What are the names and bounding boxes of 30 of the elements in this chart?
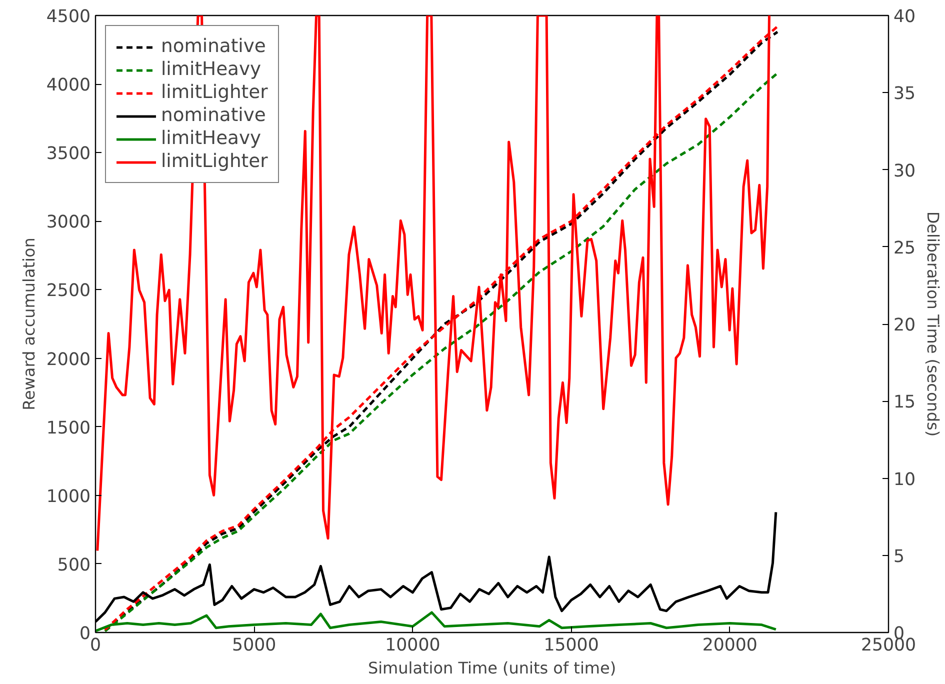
y-tick-label: 4500	[46, 7, 91, 27]
legend-label: limitHeavy	[161, 128, 262, 149]
y-tick-label: 3500	[46, 144, 91, 164]
x-tick-label: 15000	[544, 636, 599, 656]
y2-tick-label: 10	[894, 470, 916, 490]
legend-label: limitLighter	[161, 82, 268, 103]
y-tick-label: 2000	[46, 350, 91, 370]
y-tick-label: 4000	[46, 76, 91, 96]
x-tick-label: 10000	[385, 636, 440, 656]
legend-label: limitLighter	[161, 151, 268, 172]
y-tick-label: 500	[57, 555, 91, 576]
x-tick-label: 5000	[232, 636, 276, 656]
x-tick-label: 20000	[702, 636, 758, 656]
y2-tick-label: 5	[894, 546, 905, 567]
y2-tick-label: 15	[894, 392, 916, 413]
y2-tick-label: 30	[894, 161, 916, 182]
legend-label: limitHeavy	[161, 59, 262, 80]
legend-label: nominative	[161, 36, 266, 57]
y-tick-label: 1000	[46, 486, 91, 507]
y2-tick-label: 25	[894, 238, 916, 258]
x-axis-title: Simulation Time (units of time)	[368, 658, 616, 678]
y-tick-label: 1500	[46, 418, 91, 438]
y-axis-title: Reward accumulation	[19, 238, 38, 410]
legend-label: nominative	[161, 105, 266, 126]
y2-tick-label: 20	[894, 316, 916, 336]
y-tick-label: 3000	[46, 212, 91, 233]
y2-tick-label: 40	[894, 7, 916, 27]
y2-tick-label: 35	[894, 84, 916, 104]
y-tick-label: 2500	[46, 281, 91, 302]
y2-axis-title: Deliberation Time (seconds)	[924, 211, 943, 437]
